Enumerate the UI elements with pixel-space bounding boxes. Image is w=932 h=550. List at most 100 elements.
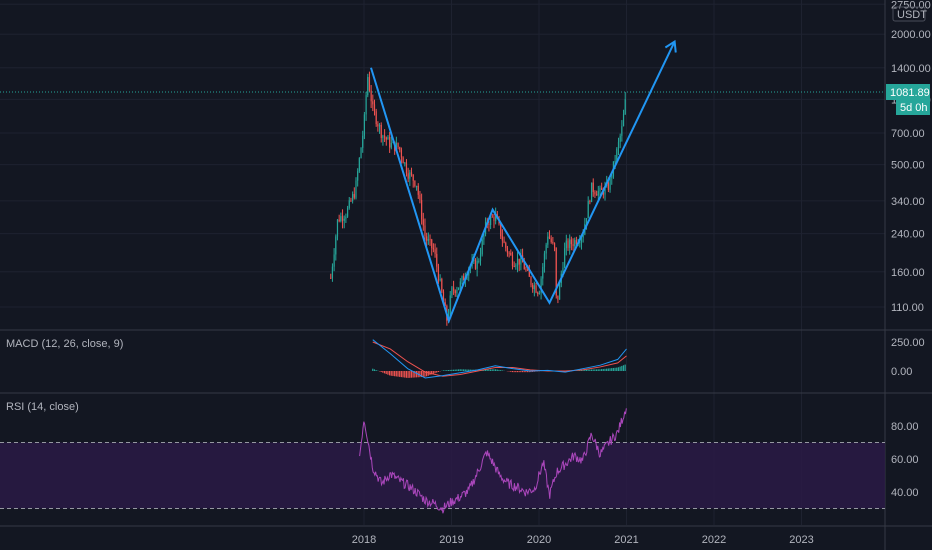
candle-body — [405, 162, 408, 174]
candle-body — [336, 219, 339, 237]
candle-body — [427, 239, 429, 241]
candle-body — [587, 201, 589, 219]
candle-body — [424, 225, 426, 237]
macd-tick-label: 0.00 — [891, 366, 912, 378]
candle-body — [565, 240, 567, 249]
candle-body — [594, 192, 596, 195]
candle-body — [555, 247, 557, 296]
candle-body — [547, 236, 549, 245]
pattern-trend-line — [370, 41, 676, 324]
candle-body — [439, 279, 441, 281]
candle-body — [456, 289, 458, 294]
candle-body — [449, 295, 451, 315]
candle-body — [380, 125, 382, 138]
candle-body — [414, 180, 416, 187]
candle-body — [432, 248, 434, 250]
candle-body — [575, 240, 578, 245]
candle-body — [621, 126, 623, 136]
macd-tick-label: 250.00 — [891, 337, 925, 349]
candle-body — [505, 242, 507, 248]
candle-body — [558, 282, 561, 300]
price-tick-label: 500.00 — [891, 160, 925, 172]
candle-body — [619, 135, 621, 142]
candle-body — [345, 216, 347, 219]
arrow-head — [664, 39, 677, 53]
rsi-tick-label: 40.00 — [891, 487, 919, 499]
candle-body — [562, 267, 564, 274]
price-tick-label: 340.00 — [891, 196, 925, 208]
rsi-label: RSI (14, close) — [6, 401, 79, 413]
candle-body — [341, 216, 344, 221]
candle-body — [616, 148, 618, 162]
candle-body — [557, 295, 559, 300]
candle-body — [508, 252, 510, 254]
candle-body — [383, 135, 386, 138]
candle-body — [352, 194, 354, 201]
candle-body — [360, 147, 362, 159]
countdown-tag — [896, 100, 930, 115]
candle-body — [478, 260, 480, 262]
candle-body — [412, 174, 414, 181]
candle-body — [461, 276, 463, 282]
candle-body — [417, 185, 419, 195]
candle-body — [331, 266, 334, 278]
candle-body — [525, 269, 527, 271]
candle-body — [451, 287, 453, 296]
candle-body — [506, 247, 509, 253]
candle-body — [377, 124, 379, 127]
candle-body — [495, 214, 497, 221]
candle-body — [550, 238, 552, 243]
candle-body — [501, 236, 503, 241]
candle-body — [614, 161, 616, 163]
candle-body — [570, 239, 572, 245]
rsi-band — [0, 442, 885, 509]
candle-body — [387, 137, 389, 140]
candle-body — [528, 269, 530, 277]
candle-body — [527, 269, 529, 271]
candle-body — [483, 233, 485, 240]
candle-body — [389, 137, 391, 148]
candle-body — [599, 187, 601, 192]
rsi-line — [359, 408, 627, 514]
candle-body — [355, 180, 357, 198]
x-tick-label: 2020 — [527, 534, 551, 546]
candle-body — [624, 99, 626, 115]
candle-body — [437, 266, 440, 281]
candle-body — [516, 258, 519, 266]
candle-body — [402, 157, 404, 164]
candle-body — [545, 244, 547, 254]
candle-body — [574, 240, 576, 247]
candle-body — [540, 278, 542, 294]
candle-body — [363, 114, 366, 136]
candle-body — [503, 240, 505, 243]
candle-body — [604, 186, 606, 195]
candle-body — [385, 137, 387, 140]
candle-body — [382, 135, 384, 138]
candle-body — [474, 259, 477, 269]
candle-body — [481, 239, 483, 255]
macd-label: MACD (12, 26, close, 9) — [6, 338, 124, 350]
currency-badge — [892, 6, 926, 22]
candle-body — [454, 290, 456, 294]
candle-body — [353, 194, 355, 198]
candle-body — [340, 216, 342, 222]
last-price-value: 1081.89 — [890, 87, 930, 99]
candle-body — [572, 244, 574, 247]
candle-body — [442, 291, 445, 303]
candle-body — [407, 173, 409, 179]
candle-body — [473, 259, 475, 261]
candle-body — [543, 253, 546, 267]
candle-body — [333, 254, 335, 267]
candle-body — [422, 219, 424, 226]
candle-body — [476, 261, 478, 269]
candle-body — [538, 293, 541, 295]
candle-body — [350, 200, 352, 202]
macd-line — [372, 339, 627, 379]
candle-body — [617, 141, 620, 149]
candle-body — [582, 234, 584, 238]
candle-body — [537, 292, 539, 294]
candle-body — [518, 258, 520, 265]
candle-body — [431, 239, 433, 249]
candle-body — [533, 285, 535, 290]
